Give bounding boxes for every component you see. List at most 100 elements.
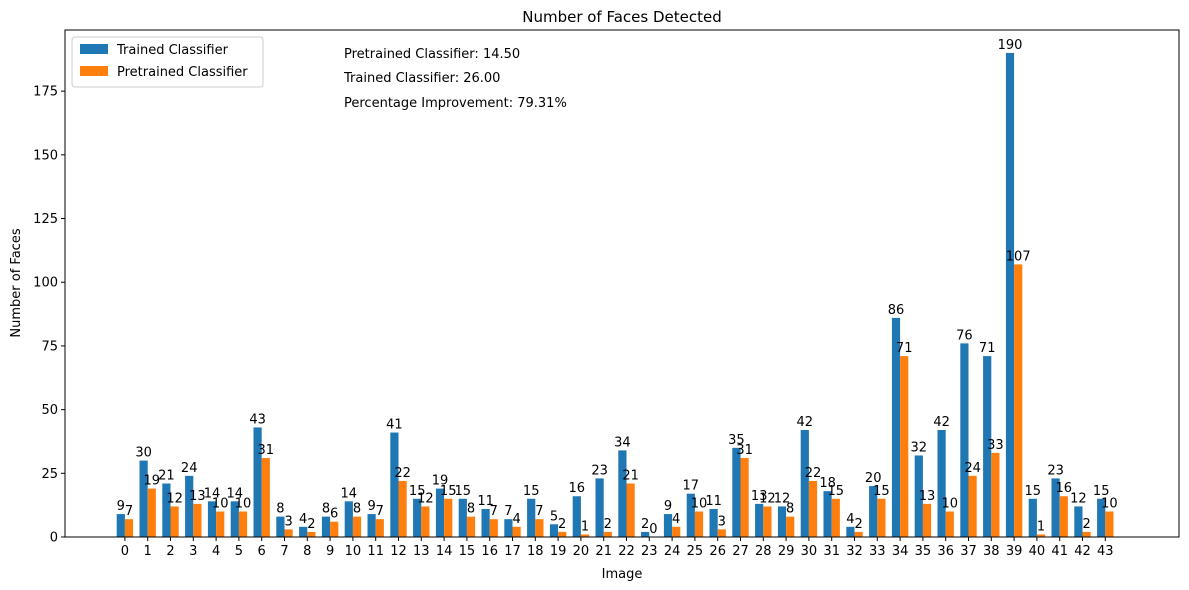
bar-label-pretrained-2: 12	[166, 491, 183, 506]
bar-label-pretrained-36: 10	[942, 497, 959, 512]
bar-label-trained-39: 190	[998, 38, 1023, 53]
bar-pretrained-22	[626, 483, 635, 537]
bar-label-pretrained-35: 13	[919, 489, 936, 504]
bar-pretrained-2	[170, 506, 179, 537]
x-tick-label: 0	[121, 544, 129, 559]
bar-label-pretrained-7: 3	[284, 514, 292, 529]
bar-label-trained-24: 9	[664, 499, 672, 514]
bar-label-pretrained-13: 12	[417, 491, 434, 506]
bar-trained-8	[299, 526, 308, 537]
bar-trained-19	[549, 524, 559, 537]
x-tick-label: 16	[481, 544, 498, 559]
bar-pretrained-29	[786, 516, 795, 537]
bar-label-pretrained-25: 10	[691, 497, 708, 512]
bar-label-trained-0: 9	[117, 499, 125, 514]
bar-label-trained-12: 41	[386, 418, 403, 433]
legend-label-trained: Trained Classifier	[116, 43, 229, 58]
bar-pretrained-10	[352, 516, 362, 537]
legend-swatch-pretrained	[80, 66, 108, 76]
bar-pretrained-31	[831, 498, 840, 537]
bar-trained-22	[618, 450, 627, 537]
bar-trained-40	[1028, 498, 1037, 537]
bar-label-trained-32: 4	[846, 512, 854, 527]
bar-label-pretrained-16: 7	[490, 504, 498, 519]
bar-label-trained-28: 13	[751, 489, 768, 504]
bar-pretrained-13	[421, 506, 430, 537]
bar-label-trained-15: 15	[455, 484, 472, 499]
bar-label-trained-22: 34	[614, 435, 631, 450]
bar-label-pretrained-23: 0	[649, 522, 657, 537]
x-tick-label: 9	[326, 544, 334, 559]
bar-pretrained-19	[558, 531, 567, 537]
x-tick-label: 11	[367, 544, 384, 559]
bar-trained-35	[914, 455, 923, 537]
bar-pretrained-24	[672, 526, 681, 537]
legend-frame	[71, 36, 264, 88]
bar-label-pretrained-21: 2	[604, 517, 612, 532]
x-tick-label: 33	[869, 544, 886, 559]
x-tick-label: 23	[641, 544, 658, 559]
x-tick-label: 30	[801, 544, 818, 559]
x-tick-label: 34	[892, 544, 909, 559]
bar-trained-43	[1097, 498, 1106, 537]
bar-trained-17	[504, 519, 513, 537]
bar-trained-29	[777, 506, 787, 537]
bar-pretrained-36	[945, 511, 954, 537]
bar-label-trained-9: 8	[322, 502, 330, 517]
bar-label-trained-35: 32	[911, 440, 928, 455]
x-tick-label: 12	[390, 544, 407, 559]
bar-trained-14	[435, 488, 445, 537]
bar-trained-34	[891, 317, 901, 537]
bar-label-trained-8: 4	[299, 512, 307, 527]
y-tick-label: 150	[33, 148, 58, 163]
x-axis-title: Image	[602, 567, 643, 582]
bar-trained-23	[641, 531, 650, 537]
legend: Trained Classifier Pretrained Classifier	[71, 36, 264, 88]
bar-trained-25	[686, 493, 695, 537]
chart-title: Number of Faces Detected	[522, 8, 722, 26]
annotations: Pretrained Classifier: 14.50 Trained Clas…	[343, 47, 567, 111]
bar-label-trained-21: 23	[591, 463, 608, 478]
x-tick-label: 38	[983, 544, 1000, 559]
bar-label-trained-13: 15	[409, 484, 426, 499]
bar-label-pretrained-30: 22	[805, 466, 822, 481]
bar-pretrained-27	[740, 458, 749, 537]
bar-label-trained-31: 18	[819, 476, 836, 491]
bar-label-pretrained-40: 1	[1037, 519, 1045, 534]
bar-label-pretrained-3: 13	[189, 489, 206, 504]
x-tick-label: 13	[413, 544, 430, 559]
bar-label-pretrained-33: 15	[873, 484, 890, 499]
bar-label-pretrained-29: 8	[786, 502, 794, 517]
y-tick-label: 175	[33, 85, 58, 100]
bar-label-trained-37: 76	[956, 328, 973, 343]
bar-trained-30	[800, 429, 809, 537]
bar-pretrained-6	[261, 458, 270, 537]
bar-trained-0	[116, 514, 125, 537]
bar-label-pretrained-9: 6	[330, 507, 338, 522]
bar-label-trained-30: 42	[797, 415, 814, 430]
x-axis: 0 1 2 3 4 5 6 7 8 9 10 11 12 13 14 15 16 17 18 19 20 21 22 23 24…	[121, 537, 1114, 559]
bar-trained-32	[846, 526, 855, 537]
bar-label-pretrained-8: 2	[307, 517, 315, 532]
bar-trained-1	[139, 460, 148, 537]
x-tick-label: 8	[303, 544, 311, 559]
bar-label-trained-27: 35	[728, 433, 745, 448]
bar-pretrained-28	[763, 506, 772, 537]
annotation-2: Percentage Improvement: 79.31%	[344, 96, 567, 111]
x-tick-label: 24	[664, 544, 681, 559]
x-tick-label: 19	[550, 544, 567, 559]
bar-label-trained-14: 19	[432, 474, 449, 489]
x-tick-label: 41	[1051, 544, 1068, 559]
bar-label-trained-18: 15	[523, 484, 540, 499]
bar-pretrained-43	[1105, 511, 1114, 537]
legend-label-pretrained: Pretrained Classifier	[117, 65, 248, 80]
bar-label-trained-16: 11	[477, 494, 494, 509]
bar-label-pretrained-31: 15	[828, 484, 845, 499]
bar-label-trained-42: 12	[1070, 491, 1087, 506]
bar-trained-10	[344, 501, 353, 537]
bar-label-trained-3: 24	[181, 461, 198, 476]
bar-pretrained-4	[216, 511, 225, 537]
bar-trained-39	[1005, 52, 1015, 538]
bar-label-pretrained-20: 1	[581, 519, 589, 534]
x-tick-label: 31	[823, 544, 840, 559]
